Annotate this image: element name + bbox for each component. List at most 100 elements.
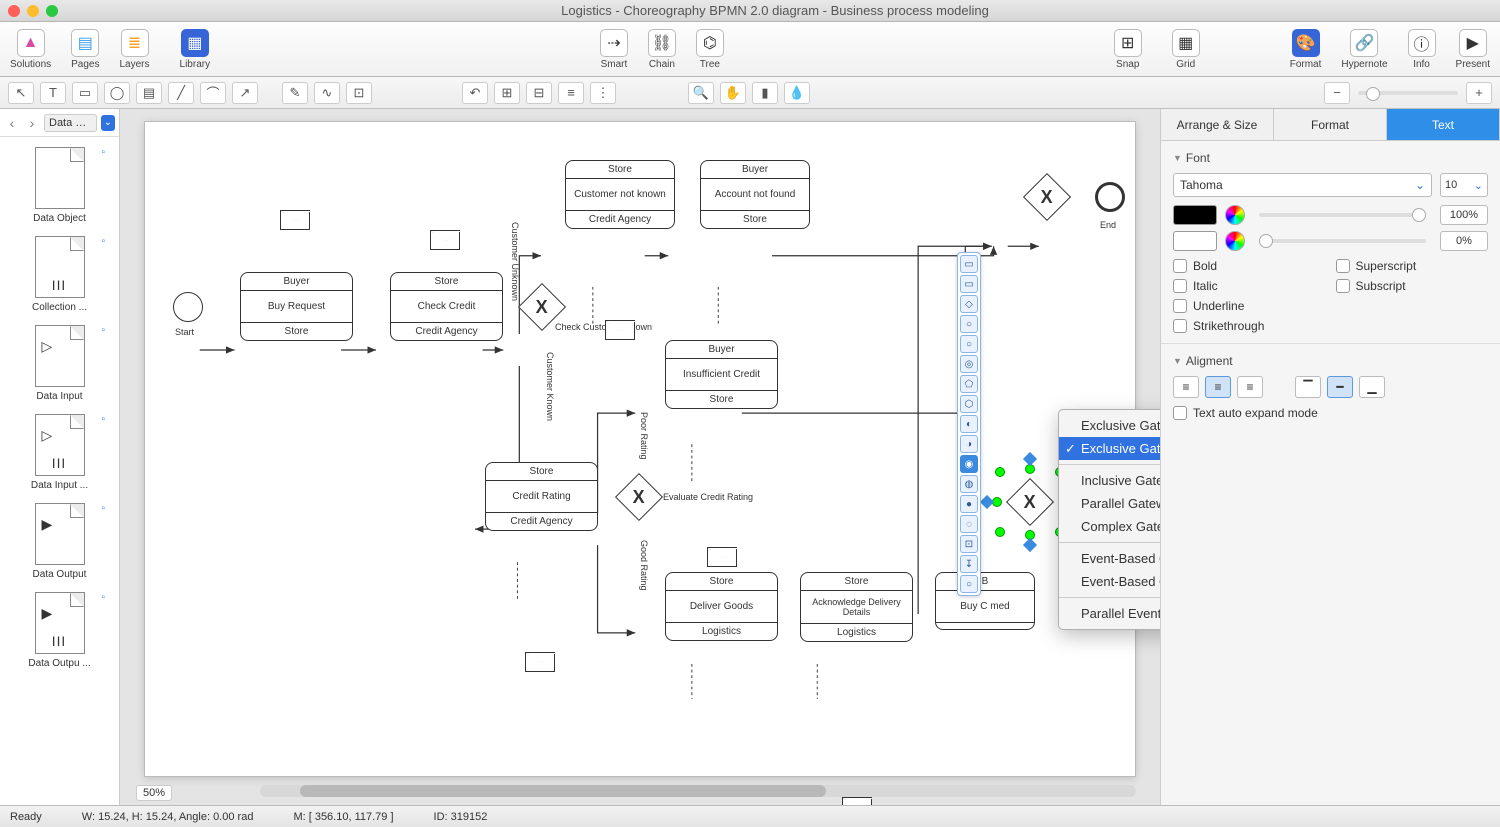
end-event[interactable] (1095, 182, 1125, 212)
menu-item[interactable]: Event-Based Gateway (1059, 547, 1160, 570)
strip-item-6[interactable]: ⬠ (960, 375, 978, 393)
menu-item[interactable]: Parallel Event-Based Gateway to Start a … (1059, 602, 1160, 625)
menu-item[interactable]: Inclusive Gateway (1059, 469, 1160, 492)
close-icon[interactable] (8, 5, 20, 17)
strip-item-9[interactable]: ◑ (960, 435, 978, 453)
ellipse-tool[interactable]: ◯ (104, 82, 130, 104)
menu-item[interactable]: Exclusive Gateway - without Marker (1059, 414, 1160, 437)
canvas[interactable]: Start X End Buyer Buy Request Store Stor… (144, 121, 1136, 777)
strip-item-11[interactable]: ◍ (960, 475, 978, 493)
menu-item[interactable]: Exclusive Gateway - with Marker (1059, 437, 1160, 460)
rect-tool[interactable]: ▭ (72, 82, 98, 104)
present-button[interactable]: ▶Present (1456, 29, 1490, 70)
sidebar-dropdown-icon[interactable]: ⌄ (101, 115, 115, 131)
pan-tool[interactable]: ✋ (720, 82, 746, 104)
zoom-out-button[interactable]: − (1324, 82, 1350, 104)
bg-color-picker-icon[interactable] (1225, 231, 1245, 251)
shape-data-input-[interactable]: ▫|||▷Data Input ... (0, 410, 119, 499)
strip-item-16[interactable]: ○ (960, 575, 978, 593)
chor-deliver[interactable]: Store Deliver Goods Logistics (665, 572, 778, 641)
stamp-tool[interactable]: ⊡ (346, 82, 372, 104)
smart-button[interactable]: ⇢Smart (600, 29, 628, 70)
strip-item-0[interactable]: ▭ (960, 255, 978, 273)
minimize-icon[interactable] (27, 5, 39, 17)
strip-item-7[interactable]: ⬡ (960, 395, 978, 413)
table-tool[interactable]: ▤ (136, 82, 162, 104)
opacity-slider-1[interactable] (1259, 213, 1426, 217)
autoexpand-checkbox[interactable]: Text auto expand mode (1173, 406, 1488, 420)
horizontal-scrollbar[interactable] (260, 785, 1136, 797)
menu-item[interactable]: Event-Based Gateway to Start a Process (1059, 570, 1160, 593)
opacity-slider-2[interactable] (1259, 239, 1426, 243)
text-color-picker-icon[interactable] (1225, 205, 1245, 225)
sidebar-breadcrumb[interactable]: Data B… (44, 114, 97, 132)
snap-button[interactable]: ⊞ Snap (1114, 29, 1142, 70)
chor-ack[interactable]: Store Acknowledge Delivery Details Logis… (800, 572, 913, 642)
shape-collection-[interactable]: ▫|||Collection ... (0, 232, 119, 321)
solutions-button[interactable]: ▲Solutions (10, 29, 51, 70)
shape-data-outpu-[interactable]: ▫|||▶Data Outpu ... (0, 588, 119, 677)
gateway-eval-credit[interactable]: X (615, 473, 663, 521)
nav-back-button[interactable]: ‹ (4, 115, 20, 131)
chor-check-credit[interactable]: Store Check Credit Credit Agency (390, 272, 503, 341)
superscript-checkbox[interactable]: Superscript (1336, 259, 1489, 273)
connector-tool[interactable]: ↗ (232, 82, 258, 104)
bold-checkbox[interactable]: Bold (1173, 259, 1326, 273)
strip-item-5[interactable]: ◎ (960, 355, 978, 373)
strip-item-14[interactable]: ⊡ (960, 535, 978, 553)
chor-buy-request[interactable]: Buyer Buy Request Store (240, 272, 353, 341)
strip-item-15[interactable]: ↧ (960, 555, 978, 573)
strip-item-2[interactable]: ◇ (960, 295, 978, 313)
zoom-readout[interactable]: 50% (136, 785, 172, 801)
chain-button[interactable]: ⛓Chain (648, 29, 676, 70)
opacity-value-2[interactable]: 0% (1440, 231, 1488, 251)
align-left-button[interactable]: ≡ (1173, 376, 1199, 398)
shape-picker-strip[interactable]: ▭▭◇○○◎⬠⬡◐◑◉◍●◌⊡↧○ (957, 252, 981, 596)
bg-color-swatch[interactable] (1173, 231, 1217, 251)
line-tool[interactable]: ╱ (168, 82, 194, 104)
tab-arrange[interactable]: Arrange & Size (1161, 109, 1274, 140)
menu-item[interactable]: Complex Gateway (1059, 515, 1160, 538)
arc-tool[interactable]: ⌒ (200, 82, 226, 104)
chor-cust-notknown[interactable]: Store Customer not known Credit Agency (565, 160, 675, 229)
eyedropper-tool[interactable]: 💧 (784, 82, 810, 104)
strip-item-3[interactable]: ○ (960, 315, 978, 333)
strip-item-10[interactable]: ◉ (960, 455, 978, 473)
font-size-input[interactable]: 10⌄ (1440, 173, 1488, 197)
layers-button[interactable]: ≣Layers (120, 29, 150, 70)
start-event[interactable] (173, 292, 203, 322)
subscript-checkbox[interactable]: Subscript (1336, 279, 1489, 293)
hypernote-button[interactable]: 🔗Hypernote (1341, 29, 1387, 70)
chor-credit-rating[interactable]: Store Credit Rating Credit Agency (485, 462, 598, 531)
strike-checkbox[interactable]: Strikethrough (1173, 319, 1326, 333)
strip-item-4[interactable]: ○ (960, 335, 978, 353)
ungroup-button[interactable]: ⊟ (526, 82, 552, 104)
zoom-tool[interactable]: 🔍 (688, 82, 714, 104)
window-controls[interactable] (8, 5, 58, 17)
valign-mid-button[interactable]: ━ (1327, 376, 1353, 398)
bezier-tool[interactable]: ∿ (314, 82, 340, 104)
group-button[interactable]: ⊞ (494, 82, 520, 104)
strip-item-13[interactable]: ◌ (960, 515, 978, 533)
chor-buy-confirmed[interactable]: B Buy C med (935, 572, 1035, 630)
pointer-tool[interactable]: ↖ (8, 82, 34, 104)
nav-fwd-button[interactable]: › (24, 115, 40, 131)
gateway-context-menu[interactable]: Exclusive Gateway - without MarkerExclus… (1058, 409, 1160, 630)
text-tool[interactable]: T (40, 82, 66, 104)
italic-checkbox[interactable]: Italic (1173, 279, 1326, 293)
grid-button[interactable]: ▦ Grid (1172, 29, 1200, 70)
tree-button[interactable]: ⌬Tree (696, 29, 724, 70)
opacity-value-1[interactable]: 100% (1440, 205, 1488, 225)
canvas-area[interactable]: Start X End Buyer Buy Request Store Stor… (120, 109, 1160, 805)
info-button[interactable]: ⓘInfo (1408, 29, 1436, 70)
pages-button[interactable]: ▤Pages (71, 29, 99, 70)
font-family-select[interactable]: Tahoma⌄ (1173, 173, 1432, 197)
distribute-button[interactable]: ⋮ (590, 82, 616, 104)
gateway-merge[interactable]: X (1023, 173, 1071, 221)
align-right-button[interactable]: ≡ (1237, 376, 1263, 398)
selected-gateway[interactable]: X (1000, 472, 1060, 532)
shape-data-input[interactable]: ▫▷Data Input (0, 321, 119, 410)
shape-data-output[interactable]: ▫▶Data Output (0, 499, 119, 588)
format-button[interactable]: 🎨Format (1290, 29, 1322, 70)
zoom-slider[interactable] (1358, 91, 1458, 95)
